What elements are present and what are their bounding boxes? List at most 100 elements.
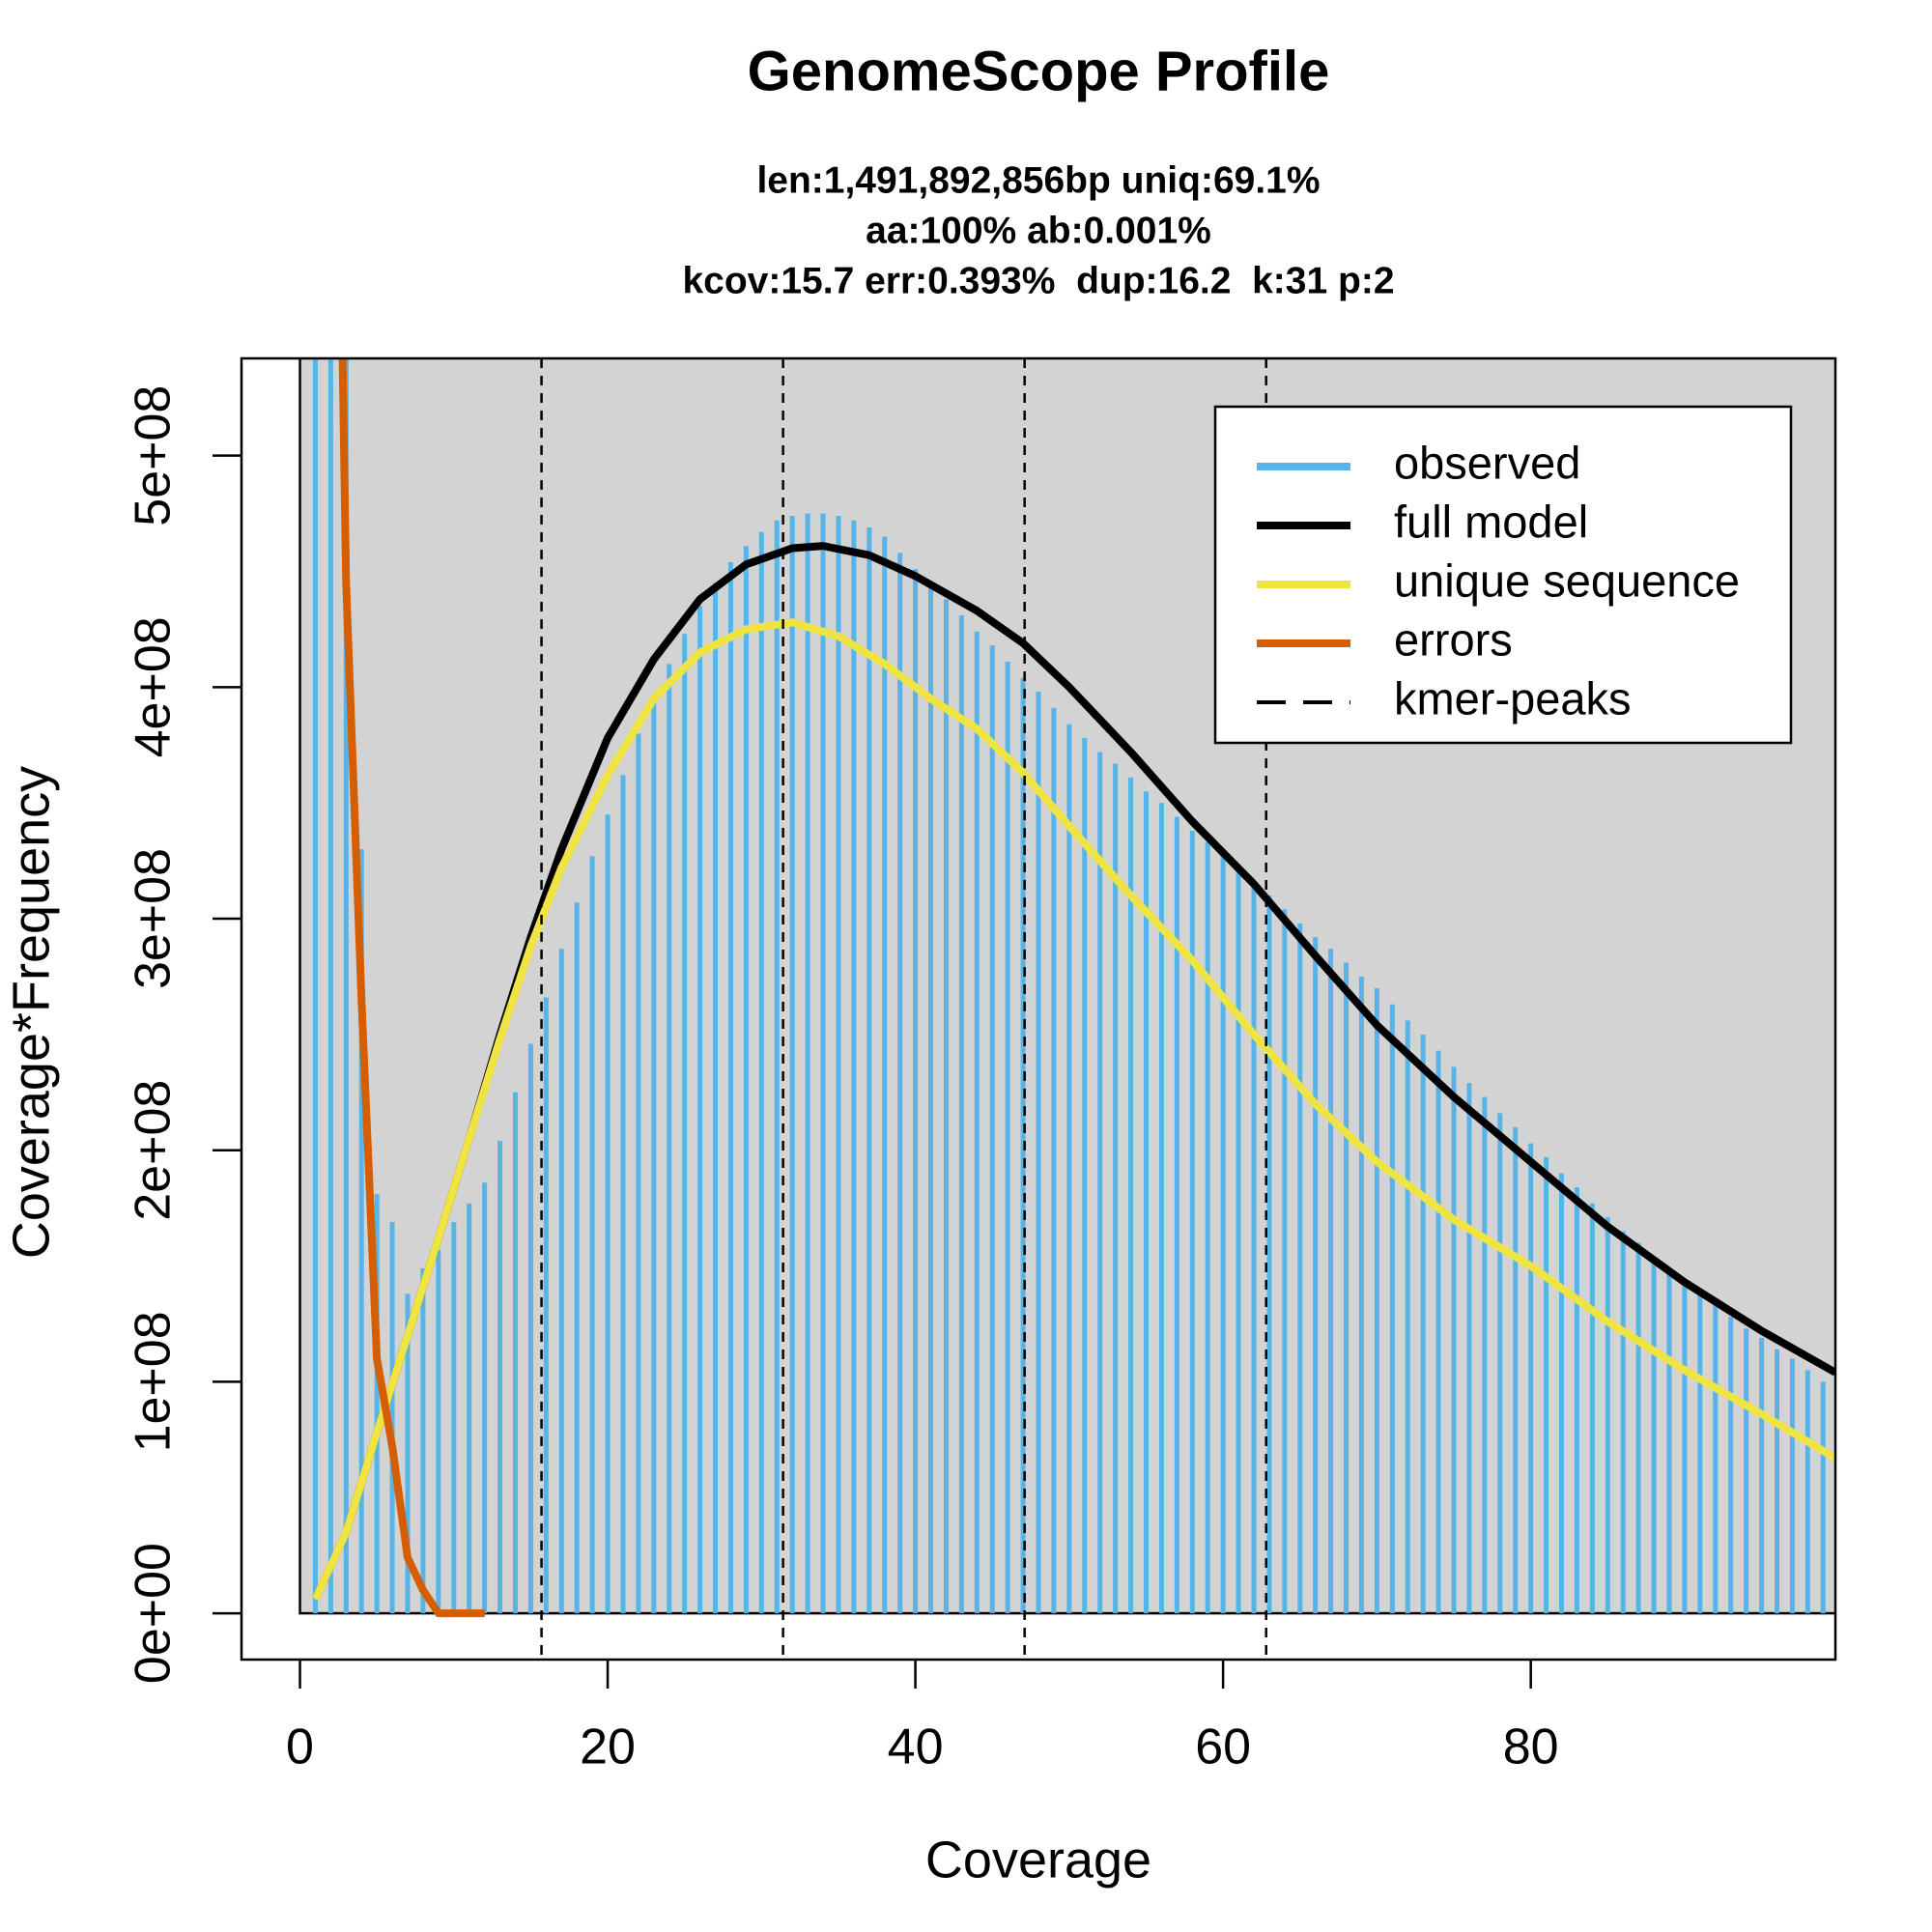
bar — [605, 814, 611, 1614]
bar — [1574, 1187, 1579, 1614]
bar — [527, 1043, 533, 1614]
bar — [327, 358, 333, 1614]
bar — [774, 520, 780, 1614]
bar — [482, 1182, 488, 1614]
bar — [1466, 1083, 1472, 1614]
bar — [420, 1267, 426, 1614]
line — [311, 618, 1835, 1602]
bar — [1036, 692, 1041, 1614]
bar — [928, 582, 934, 1614]
line — [338, 358, 485, 1618]
legend-label: errors — [1394, 613, 1513, 665]
bar — [789, 515, 795, 1614]
bar — [820, 513, 826, 1614]
bar — [1528, 1143, 1534, 1614]
bar — [1066, 724, 1072, 1614]
bar — [1158, 803, 1164, 1614]
bar — [851, 520, 857, 1614]
bar — [1020, 677, 1026, 1614]
bar — [1804, 1370, 1810, 1614]
bar — [1251, 881, 1257, 1614]
bar — [913, 569, 919, 1614]
bar — [1389, 1004, 1395, 1614]
bar — [1420, 1034, 1426, 1614]
x-axis-label: Coverage — [925, 1831, 1151, 1889]
bar — [1313, 937, 1319, 1614]
bar — [1282, 909, 1288, 1614]
y-tick-label: 1e+08 — [126, 1311, 182, 1452]
bar — [436, 1249, 441, 1614]
bar — [1358, 976, 1364, 1614]
subtitle: aa:100% ab:0.001% — [866, 210, 1211, 251]
bar — [312, 358, 318, 1614]
bar — [758, 531, 764, 1614]
bar — [1497, 1113, 1503, 1614]
y-tick-label: 2e+08 — [126, 1080, 182, 1221]
bar — [1759, 1337, 1765, 1614]
bar — [836, 515, 841, 1614]
legend-label: kmer-peaks — [1394, 672, 1632, 724]
bar — [389, 1222, 395, 1614]
bar — [1744, 1328, 1749, 1614]
legend: observed full model unique sequence errors k… — [1213, 405, 1793, 745]
bar — [1559, 1173, 1565, 1614]
bar — [1328, 949, 1334, 1614]
bar — [497, 1141, 503, 1614]
bar — [897, 553, 903, 1614]
bar — [405, 1293, 411, 1614]
bar — [558, 949, 564, 1614]
bar — [1344, 962, 1350, 1614]
y-tick-label: 4e+08 — [126, 616, 182, 757]
bar — [682, 634, 688, 1614]
bar — [1620, 1231, 1626, 1614]
bar — [574, 902, 580, 1614]
bar — [1682, 1282, 1688, 1614]
bar — [620, 775, 626, 1614]
subtitle: kcov:15.7 err:0.393% dup:16.2 k:31 p:2 — [682, 260, 1394, 301]
bar — [989, 645, 995, 1614]
bar — [697, 606, 703, 1614]
bar — [1113, 763, 1119, 1614]
y-tick-label: 5e+08 — [126, 385, 182, 526]
bar — [543, 997, 549, 1614]
x-tick-label: 20 — [580, 1719, 636, 1776]
plot-frame — [240, 356, 1837, 1662]
bar — [358, 849, 364, 1614]
bar — [1174, 816, 1179, 1614]
bar — [1405, 1020, 1410, 1614]
bar — [1435, 1050, 1441, 1614]
bar — [1097, 752, 1103, 1614]
bar — [1774, 1349, 1779, 1614]
chart-title: GenomeScope Profile — [748, 40, 1330, 102]
y-tick-label: 0e+00 — [126, 1543, 182, 1684]
legend-label: full model — [1394, 496, 1588, 547]
bar — [958, 615, 964, 1614]
bar — [1051, 707, 1057, 1614]
bar — [1143, 791, 1149, 1614]
bar — [1651, 1256, 1657, 1614]
bar — [374, 1194, 380, 1614]
bar — [512, 1092, 518, 1614]
bar — [1697, 1293, 1703, 1614]
y-tick-label: 3e+08 — [126, 848, 182, 989]
axes: 0 20 40 60 80 0e+00 1e+08 2e+08 3e+08 4e+08 5e+08 — [126, 385, 1559, 1776]
x-tick-label: 60 — [1195, 1719, 1251, 1776]
bar — [882, 536, 888, 1614]
bar — [343, 358, 349, 1614]
bar — [1082, 738, 1088, 1614]
legend-label: unique sequence — [1394, 554, 1740, 606]
bar — [1666, 1270, 1672, 1614]
bar — [1728, 1317, 1734, 1614]
bar — [1451, 1066, 1457, 1614]
x-tick-label: 40 — [888, 1719, 944, 1776]
bar — [1789, 1358, 1795, 1614]
bar — [1635, 1242, 1641, 1614]
bar — [1297, 923, 1303, 1614]
bar — [1220, 856, 1226, 1614]
bar — [1513, 1126, 1519, 1614]
bar — [1820, 1381, 1826, 1614]
bar — [743, 546, 749, 1614]
subtitle: len:1,491,892,856bp uniq:69.1% — [756, 159, 1320, 201]
legend-label: observed — [1394, 437, 1580, 488]
